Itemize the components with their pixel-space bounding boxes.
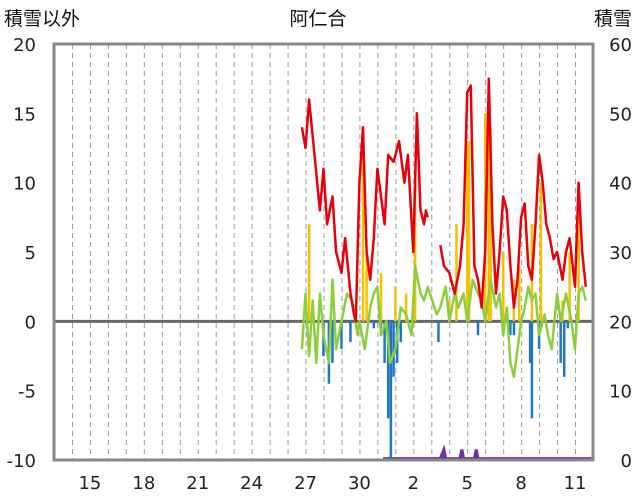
left-y-ticks: 20 15 10 5 0 -5 -10 (7, 35, 36, 472)
right-y-tick-label: 50 (609, 104, 632, 125)
x-tick-label: 11 (564, 473, 587, 494)
right-y-tick-label: 10 (609, 382, 632, 403)
left-y-tick-label: 15 (13, 104, 36, 125)
x-tick-label: 18 (132, 473, 155, 494)
right-y-ticks: 60 50 40 30 20 10 0 (609, 35, 632, 472)
x-tick-label: 15 (78, 473, 101, 494)
temperature-line (300, 98, 429, 323)
left-y-tick-label: 20 (13, 35, 36, 56)
x-tick-label: 2 (408, 473, 419, 494)
left-axis-title: 積雪以外 (4, 8, 81, 30)
grid-lines (54, 44, 577, 460)
x-ticks: 15 18 21 24 27 30 2 5 8 11 (78, 473, 586, 494)
series-group (300, 77, 595, 462)
right-y-tick-label: 20 (609, 312, 632, 333)
x-tick-label: 8 (515, 473, 526, 494)
x-tick-label: 5 (462, 473, 473, 494)
right-y-tick-label: 0 (621, 451, 632, 472)
temperature-line (439, 77, 588, 309)
left-y-tick-label: -10 (7, 451, 36, 472)
left-y-tick-label: -5 (18, 382, 36, 403)
left-y-tick-label: 10 (13, 174, 36, 195)
right-y-tick-label: 60 (609, 35, 632, 56)
right-y-tick-label: 30 (609, 243, 632, 264)
chart-title: 阿仁合 (289, 8, 347, 30)
x-tick-label: 21 (186, 473, 209, 494)
x-tick-label: 27 (294, 473, 317, 494)
x-tick-label: 24 (240, 473, 263, 494)
humidity-line (300, 264, 588, 379)
x-tick-label: 30 (348, 473, 371, 494)
plot-frame (52, 42, 595, 462)
left-y-tick-label: 0 (25, 312, 36, 333)
right-axis-title: 積雪 (593, 8, 632, 30)
snow-area (383, 444, 595, 462)
left-y-tick-label: 5 (25, 243, 36, 264)
right-y-tick-label: 40 (609, 174, 632, 195)
